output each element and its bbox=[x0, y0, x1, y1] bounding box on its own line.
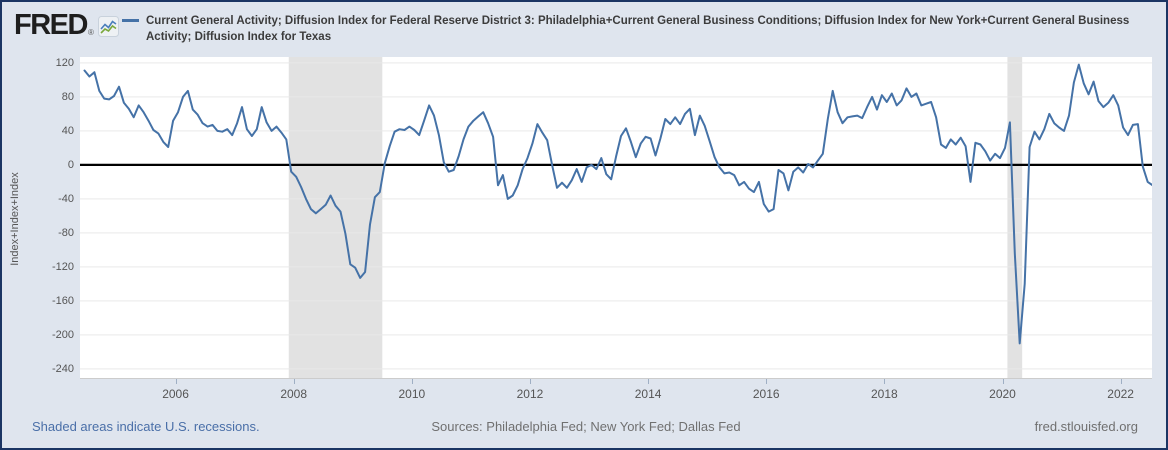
y-axis-tick-label: -160 bbox=[51, 294, 74, 307]
fred-logo[interactable]: FRED ® bbox=[14, 10, 119, 42]
site-link[interactable]: fred.stlouisfed.org bbox=[1034, 419, 1138, 434]
x-axis-tick-label: 2018 bbox=[871, 387, 898, 401]
y-axis-tick-label: -240 bbox=[51, 362, 74, 375]
x-axis-tick-label: 2016 bbox=[752, 387, 780, 401]
x-axis-tick-label: 2014 bbox=[634, 387, 662, 401]
y-axis-tick-label: 0 bbox=[67, 158, 74, 171]
legend: Current General Activity; Diffusion Inde… bbox=[122, 13, 1146, 45]
x-axis-tick-label: 2008 bbox=[280, 387, 308, 401]
fred-logo-chart-icon bbox=[97, 16, 119, 42]
fred-logo-text: FRED bbox=[14, 9, 88, 41]
legend-key-line bbox=[122, 19, 139, 22]
x-axis-tick-mark bbox=[529, 379, 531, 384]
x-axis-tick-mark bbox=[293, 379, 295, 384]
y-axis-tick-label: 80 bbox=[61, 90, 74, 103]
y-axis-tick-label: -200 bbox=[51, 328, 74, 341]
recession-band bbox=[288, 57, 383, 379]
registered-mark: ® bbox=[87, 28, 94, 37]
plot-area[interactable] bbox=[80, 57, 1152, 379]
x-axis-tick-label: 2020 bbox=[989, 387, 1016, 401]
x-axis-tick-mark bbox=[766, 379, 768, 384]
x-axis-tick-mark bbox=[175, 379, 177, 384]
data-line[interactable] bbox=[83, 63, 1153, 345]
x-axis-tick-mark bbox=[884, 379, 886, 384]
x-axis-tick-label: 2010 bbox=[398, 387, 426, 401]
recession-note-link[interactable]: Shaded areas indicate U.S. recessions. bbox=[32, 419, 260, 434]
sources-text: Sources: Philadelphia Fed; New York Fed;… bbox=[431, 419, 741, 434]
x-axis-tick-mark bbox=[1002, 379, 1004, 384]
y-axis-tick-label: -120 bbox=[51, 260, 74, 273]
y-axis-tick-label: -40 bbox=[58, 192, 74, 205]
y-axis-tick-label: 40 bbox=[61, 124, 74, 137]
legend-series-label: Current General Activity; Diffusion Inde… bbox=[146, 15, 1130, 43]
x-axis-tick-label: 2006 bbox=[162, 387, 189, 401]
y-axis-tick-label: -80 bbox=[58, 226, 74, 239]
y-axis-title: Index+Index+Index bbox=[9, 172, 21, 266]
x-axis-tick-label: 2012 bbox=[516, 387, 544, 401]
plot-background bbox=[80, 57, 1152, 379]
x-axis-tick-mark bbox=[648, 379, 650, 384]
x-axis-tick-label: 2022 bbox=[1107, 387, 1134, 401]
y-axis-tick-label: 120 bbox=[55, 56, 74, 69]
x-axis-tick-mark bbox=[1120, 379, 1122, 384]
x-axis-tick-mark bbox=[411, 379, 413, 384]
